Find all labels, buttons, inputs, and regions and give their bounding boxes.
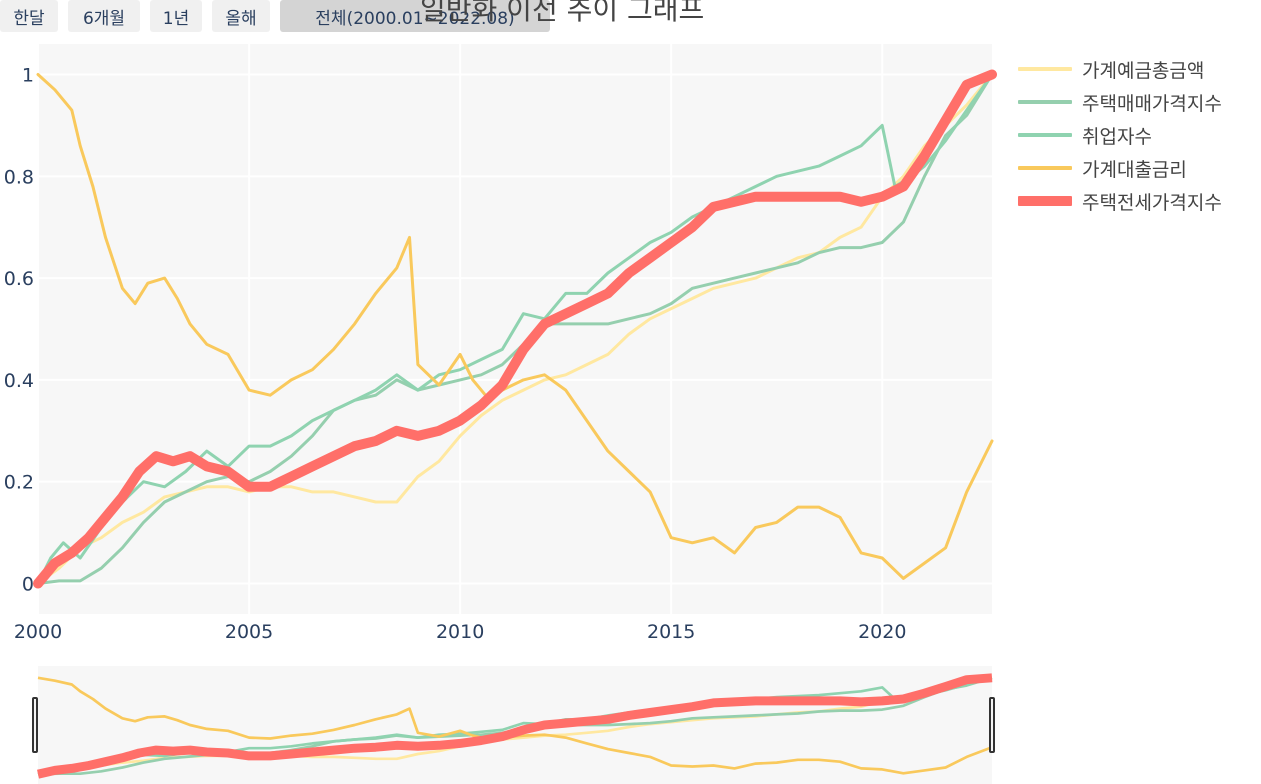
range-slider-line-3 [37,676,993,775]
legend-label: 가계예금총금액 [1082,59,1205,82]
legend-swatch [1018,196,1072,206]
x-tick-label: 2015 [647,621,695,643]
range-slider-series [37,673,993,779]
range-button-1-month[interactable]: 한달 [0,0,58,32]
y-tick-label: 0.8 [4,166,34,188]
legend-item-jeonse-price-index[interactable]: 주택전세가격지수 [1018,189,1258,214]
chart-title: 일반화 이전 추이 그래프 [420,0,705,26]
legend-item-housing-sale-price-index[interactable]: 주택매매가격지수 [1018,90,1258,115]
series-line-4[interactable] [33,69,997,589]
legend-swatch [1018,133,1072,137]
legend-item-household-deposits[interactable]: 가계예금총금액 [1018,57,1258,82]
x-tick-label: 2020 [858,621,906,643]
y-tick-label: 1 [22,65,34,87]
x-tick-label: 2000 [14,621,62,643]
legend-label: 주택매매가격지수 [1082,92,1222,115]
series [33,69,997,589]
axis-ticks: 0 0.2 0.4 0.6 0.8 1 2000 2005 2010 2015 2020 [4,65,907,643]
series-line-2[interactable] [36,73,994,585]
series-line-1[interactable] [36,73,994,585]
legend-item-employed-persons[interactable]: 취업자수 [1018,123,1258,148]
series-line-3[interactable] [36,73,994,580]
y-tick-label: 0.6 [4,268,34,290]
y-tick-label: 0 [22,573,34,595]
range-slider-left-handle[interactable] [32,697,38,753]
legend-swatch [1018,100,1072,104]
legend-label: 주택전세가격지수 [1082,191,1222,214]
legend-swatch [1018,67,1072,71]
y-tick-label: 0.4 [4,370,34,392]
series-line-0[interactable] [36,73,994,585]
legend-label: 취업자수 [1082,125,1152,148]
y-tick-label: 0.2 [4,472,34,494]
range-button-1-year[interactable]: 1년 [150,0,202,32]
x-tick-label: 2010 [436,621,484,643]
range-button-all[interactable]: 전체(2000.01~2022.08) [280,0,550,32]
range-button-ytd[interactable]: 올해 [212,0,270,32]
x-tick-label: 2005 [225,621,273,643]
grid [37,44,992,614]
range-slider-right-handle[interactable] [989,697,995,753]
range-button-6-months[interactable]: 6개월 [68,0,140,32]
legend-label: 가계대출금리 [1082,158,1187,181]
legend-swatch [1018,166,1072,170]
range-slider-line-4 [37,673,993,779]
legend-item-household-loan-rate[interactable]: 가계대출금리 [1018,156,1258,181]
